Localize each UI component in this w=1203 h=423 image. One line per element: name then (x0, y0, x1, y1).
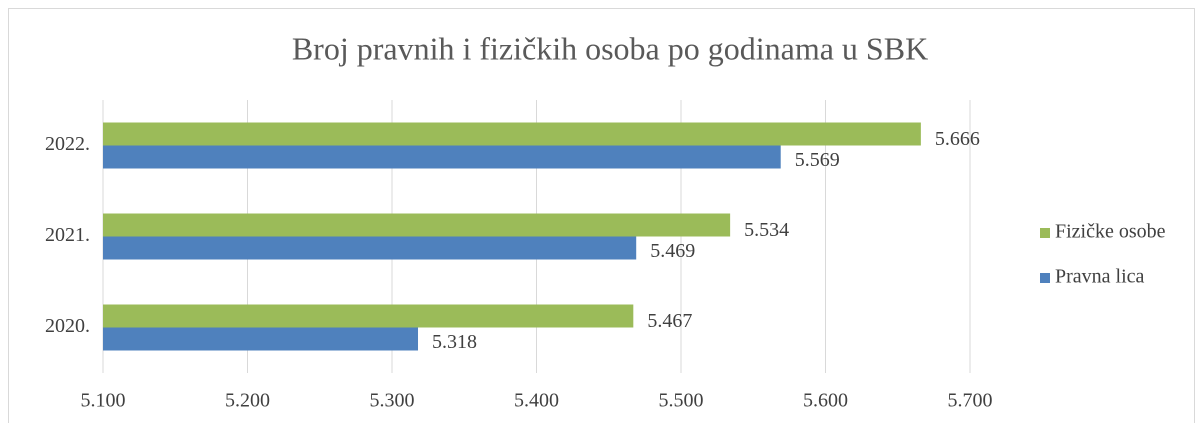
data-label: 5.569 (795, 149, 840, 171)
x-tick-label: 5.500 (659, 390, 704, 412)
bar (103, 327, 419, 351)
legend-label: Fizičke osobe (1055, 221, 1166, 243)
legend-swatch (1040, 228, 1050, 238)
x-tick-label: 5.700 (948, 390, 993, 412)
data-label: 5.534 (744, 219, 789, 241)
y-tick-label: 2021. (45, 224, 90, 246)
bar (103, 122, 921, 146)
y-tick-label: 2020. (45, 315, 90, 337)
bar (103, 213, 731, 237)
x-tick-label: 5.600 (803, 390, 848, 412)
bar (103, 236, 637, 260)
data-label: 5.469 (650, 240, 695, 262)
legend-swatch (1040, 273, 1050, 283)
data-label: 5.467 (647, 310, 692, 332)
data-label: 5.318 (432, 331, 477, 353)
x-tick-label: 5.300 (370, 390, 415, 412)
x-tick-label: 5.400 (514, 390, 559, 412)
legend-label: Pravna lica (1055, 266, 1145, 288)
bar (103, 145, 781, 169)
x-tick-label: 5.200 (225, 390, 270, 412)
data-label: 5.666 (935, 128, 980, 150)
bar (103, 304, 634, 328)
x-tick-label: 5.100 (81, 390, 126, 412)
y-tick-label: 2022. (45, 133, 90, 155)
chart-title: Broj pravnih i fizičkih osoba po godinam… (292, 30, 928, 66)
